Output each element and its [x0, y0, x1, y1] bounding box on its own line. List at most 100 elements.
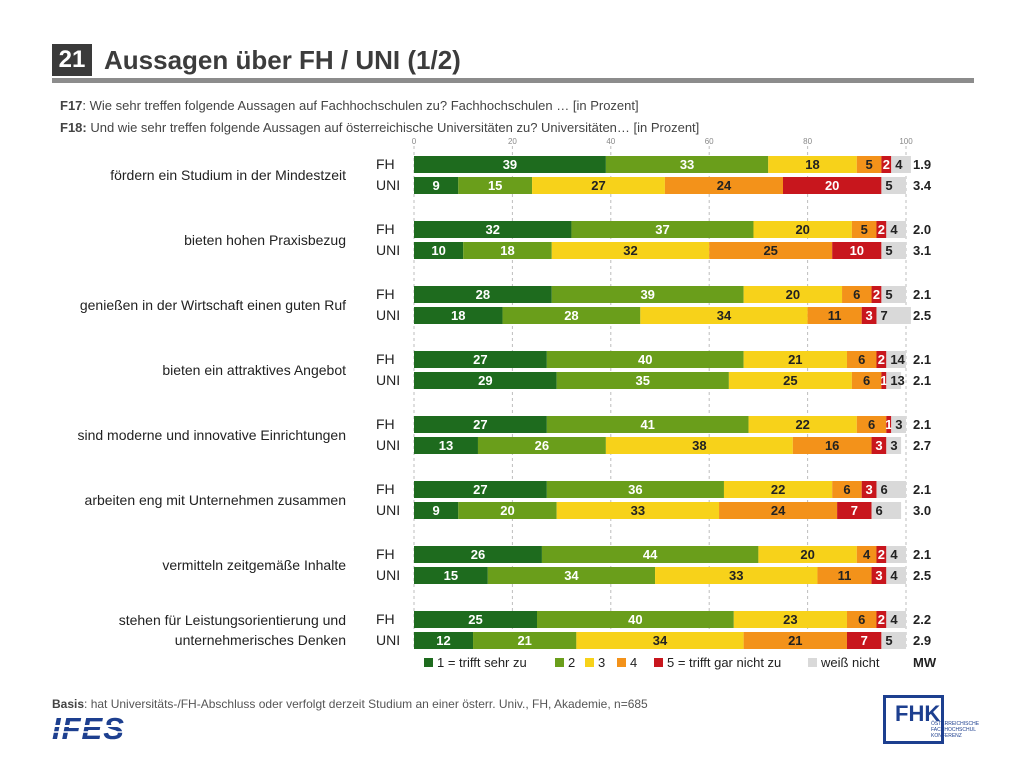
x-tick-label: 0	[412, 137, 417, 146]
bar-segment	[541, 546, 759, 563]
data-label: 6	[876, 503, 883, 518]
data-label: 9	[433, 178, 440, 193]
bar-segment	[414, 351, 547, 368]
bar-segment	[832, 481, 862, 498]
bar-segment	[861, 307, 877, 324]
bar-segment	[876, 611, 887, 628]
bar-segment	[851, 372, 882, 389]
bar-segment	[881, 372, 887, 389]
bar-segment	[414, 156, 606, 173]
fhk-logo-text: FHK	[895, 701, 940, 726]
fhk-logo-sub-3: KONFERENZ	[931, 733, 962, 739]
basis-text: : hat Universitäts-/FH-Abschluss oder ve…	[84, 697, 648, 711]
data-label: 25	[763, 243, 777, 258]
data-label: 27	[473, 417, 487, 432]
data-label: 2	[878, 547, 885, 562]
data-label: 4	[890, 612, 898, 627]
row-group-label: UNI	[376, 567, 400, 583]
row-group-label: FH	[376, 156, 395, 172]
data-label: 20	[800, 547, 814, 562]
mw-value: 3.4	[913, 178, 932, 193]
bar-segment	[856, 416, 887, 433]
data-label: 20	[786, 287, 800, 302]
data-label: 6	[843, 482, 850, 497]
x-tick-label: 60	[705, 137, 714, 146]
data-label: 20	[795, 222, 809, 237]
bar-segment	[886, 611, 906, 628]
data-label: 5	[861, 222, 868, 237]
bar-segment	[551, 286, 744, 303]
row-group-label: UNI	[376, 177, 400, 193]
bar-segment	[846, 632, 882, 649]
data-label: 16	[825, 438, 839, 453]
data-label: 10	[431, 243, 445, 258]
bar-segment	[556, 372, 729, 389]
data-label: 21	[517, 633, 531, 648]
data-label: 11	[838, 568, 852, 583]
bar-segment	[743, 286, 843, 303]
bar-segment	[728, 372, 852, 389]
bar-segment	[837, 502, 872, 519]
data-label: 34	[564, 568, 579, 583]
data-label: 27	[591, 178, 605, 193]
bar-segment	[886, 351, 906, 368]
bar-segment	[640, 307, 808, 324]
question-f17-text: : Wie sehr treffen folgende Aussagen auf…	[82, 98, 639, 113]
data-label: 2	[873, 287, 880, 302]
bar-segment	[458, 177, 533, 194]
data-label: 6	[858, 612, 865, 627]
bar-segment	[473, 632, 577, 649]
row-group-label: FH	[376, 416, 395, 432]
bar-segment	[414, 546, 542, 563]
bar-segment	[881, 286, 906, 303]
data-label: 6	[868, 417, 875, 432]
bar-segment	[783, 177, 882, 194]
bar-segment	[876, 546, 887, 563]
data-label: 32	[485, 222, 499, 237]
bar-segment	[753, 221, 852, 238]
basis-label: Basis	[52, 697, 85, 711]
legend-swatch	[424, 658, 433, 667]
x-tick-label: 20	[508, 137, 517, 146]
row-group-label: UNI	[376, 632, 400, 648]
mw-value: 2.1	[913, 287, 931, 302]
bar-segment	[414, 481, 547, 498]
mw-value: 2.1	[913, 373, 931, 388]
row-group-label: UNI	[376, 502, 400, 518]
mw-value: 2.0	[913, 222, 931, 237]
mw-value: 1.9	[913, 157, 931, 172]
row-group-label: UNI	[376, 242, 400, 258]
bar-segment	[655, 567, 818, 584]
statement-label: bieten ein attraktives Angebot	[162, 362, 346, 378]
bar-segment	[817, 567, 872, 584]
bar-segment	[792, 437, 872, 454]
question-f17-code: F17	[60, 98, 83, 113]
bar-segment	[605, 156, 769, 173]
data-label: 10	[850, 243, 864, 258]
data-label: 9	[433, 503, 440, 518]
mw-value: 3.1	[913, 243, 931, 258]
bar-segment	[871, 502, 902, 519]
mw-value: 2.5	[913, 568, 931, 583]
row-group-label: FH	[376, 351, 395, 367]
bar-segment	[723, 481, 833, 498]
slide-title: Aussagen über FH / UNI (1/2)	[104, 45, 461, 75]
bar-segment	[856, 546, 877, 563]
bar-segment	[546, 416, 749, 433]
bar-segment	[886, 546, 906, 563]
data-label: 3	[865, 482, 872, 497]
bar-segment	[532, 177, 665, 194]
data-label: 5	[885, 243, 892, 258]
data-label: 3	[895, 417, 902, 432]
data-label: 12	[436, 633, 450, 648]
data-label: 24	[717, 178, 732, 193]
data-label: 35	[636, 373, 650, 388]
bar-segment	[876, 351, 887, 368]
data-label: 22	[771, 482, 785, 497]
legend-swatch	[654, 658, 663, 667]
row-group-label: FH	[376, 546, 395, 562]
legend-label: 5 = trifft gar nicht zu	[667, 655, 781, 670]
data-label: 27	[473, 482, 487, 497]
data-label: 33	[729, 568, 743, 583]
